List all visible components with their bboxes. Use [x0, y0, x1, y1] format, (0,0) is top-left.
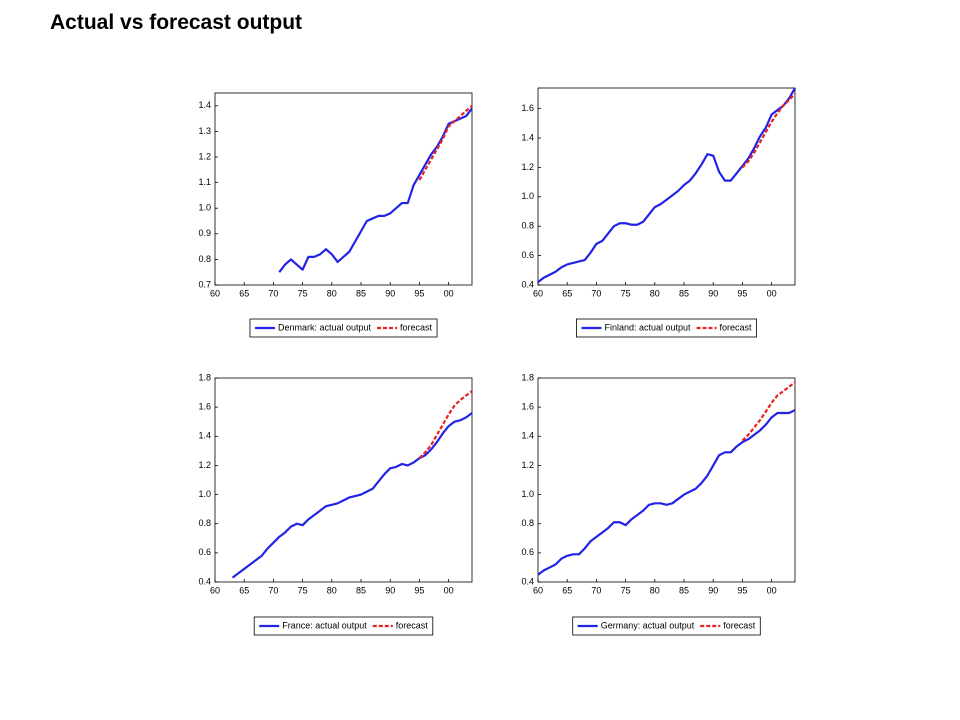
y-tick-label: 1.2 — [521, 460, 534, 470]
legend-label: Finland: actual output — [604, 322, 691, 332]
x-tick-label: 90 — [708, 585, 718, 595]
x-tick-label: 95 — [414, 585, 424, 595]
legend-label: Denmark: actual output — [278, 322, 372, 332]
series-line — [537, 409, 796, 576]
x-tick-label: 95 — [737, 288, 747, 298]
y-tick-label: 1.0 — [198, 489, 211, 499]
y-tick-label: 1.6 — [521, 402, 534, 412]
legend-box — [572, 616, 761, 636]
y-tick-label: 1.8 — [521, 372, 534, 382]
y-tick-label: 1.3 — [198, 126, 211, 136]
x-tick-label: 00 — [444, 288, 454, 298]
x-tick-label: 95 — [414, 288, 424, 298]
x-tick-label: 65 — [562, 585, 572, 595]
x-tick-label: 00 — [767, 585, 777, 595]
x-tick-label: 00 — [444, 585, 454, 595]
legend-label: forecast — [396, 620, 429, 630]
x-tick-label: 90 — [385, 585, 395, 595]
x-tick-label: 60 — [533, 585, 543, 595]
y-tick-label: 1.8 — [198, 372, 211, 382]
x-tick-label: 90 — [708, 288, 718, 298]
y-tick-label: 1.4 — [198, 431, 211, 441]
x-tick-label: 85 — [679, 585, 689, 595]
plot-frame — [214, 377, 473, 583]
x-tick-label: 75 — [621, 288, 631, 298]
x-tick-label: 80 — [327, 288, 337, 298]
series-line — [418, 390, 473, 459]
y-tick-label: 0.4 — [521, 576, 534, 586]
series-line — [278, 107, 473, 273]
y-tick-label: 1.4 — [521, 431, 534, 441]
y-tick-label: 0.6 — [521, 250, 534, 260]
plot-frame — [214, 92, 473, 286]
legend-box — [249, 318, 438, 338]
legend-label: forecast — [400, 322, 433, 332]
y-tick-label: 1.0 — [521, 489, 534, 499]
x-tick-label: 80 — [650, 585, 660, 595]
series-line — [231, 412, 473, 579]
series-line — [537, 87, 796, 283]
series-line — [741, 93, 796, 169]
x-tick-label: 70 — [268, 288, 278, 298]
legend-label: Germany: actual output — [601, 620, 695, 630]
x-tick-label: 60 — [533, 288, 543, 298]
y-tick-label: 1.0 — [198, 203, 211, 213]
y-tick-label: 1.4 — [521, 132, 534, 142]
y-tick-label: 0.4 — [521, 279, 534, 289]
y-tick-label: 1.2 — [198, 151, 211, 161]
y-tick-label: 0.7 — [198, 279, 211, 289]
x-tick-label: 75 — [298, 585, 308, 595]
x-tick-label: 65 — [239, 585, 249, 595]
plot-frame — [537, 377, 796, 583]
series-line — [418, 104, 473, 181]
x-tick-label: 95 — [737, 585, 747, 595]
y-tick-label: 1.0 — [521, 191, 534, 201]
x-tick-label: 70 — [268, 585, 278, 595]
x-tick-label: 65 — [239, 288, 249, 298]
legend-label: forecast — [723, 620, 756, 630]
x-tick-label: 80 — [650, 288, 660, 298]
x-tick-label: 90 — [385, 288, 395, 298]
y-tick-label: 0.8 — [198, 518, 211, 528]
x-tick-label: 70 — [591, 585, 601, 595]
x-tick-label: 70 — [591, 288, 601, 298]
legend-box — [576, 318, 757, 338]
x-tick-label: 65 — [562, 288, 572, 298]
y-tick-label: 0.6 — [198, 547, 211, 557]
y-tick-label: 1.6 — [198, 402, 211, 412]
legend-label: forecast — [720, 322, 753, 332]
slide-title: Actual vs forecast output — [50, 11, 302, 34]
x-tick-label: 80 — [327, 585, 337, 595]
y-tick-label: 1.2 — [198, 460, 211, 470]
y-tick-label: 1.1 — [198, 177, 211, 187]
x-tick-label: 75 — [298, 288, 308, 298]
legend-label: France: actual output — [282, 620, 367, 630]
y-tick-label: 0.9 — [198, 228, 211, 238]
x-tick-label: 00 — [767, 288, 777, 298]
y-tick-label: 0.8 — [521, 518, 534, 528]
y-tick-label: 1.4 — [198, 100, 211, 110]
x-tick-label: 75 — [621, 585, 631, 595]
y-tick-label: 0.6 — [521, 547, 534, 557]
x-tick-label: 60 — [210, 288, 220, 298]
legend-box — [253, 616, 434, 636]
plot-frame — [537, 87, 796, 286]
series-line — [741, 381, 796, 442]
x-tick-label: 85 — [356, 288, 366, 298]
y-tick-label: 1.2 — [521, 162, 534, 172]
x-tick-label: 85 — [679, 288, 689, 298]
y-tick-label: 0.8 — [198, 254, 211, 264]
y-tick-label: 1.6 — [521, 103, 534, 113]
y-tick-label: 0.4 — [198, 576, 211, 586]
x-tick-label: 60 — [210, 585, 220, 595]
y-tick-label: 0.8 — [521, 221, 534, 231]
x-tick-label: 85 — [356, 585, 366, 595]
